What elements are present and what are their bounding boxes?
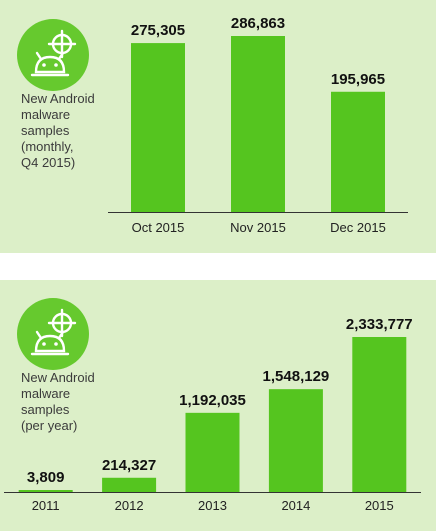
x-tick-label: Nov 2015 (230, 220, 286, 235)
value-label: 1,548,129 (263, 368, 330, 385)
label-line: (monthly, (21, 139, 74, 154)
malware-badge (17, 19, 89, 91)
label-line: samples (21, 123, 70, 138)
yearly-chart-label: New Android malware samples (per year) (21, 370, 121, 434)
label-line: New Android (21, 91, 95, 106)
label-line: New Android (21, 370, 95, 385)
label-line: samples (21, 402, 70, 417)
x-tick-label: 2012 (115, 498, 144, 513)
android-bug-target-icon (30, 29, 77, 77)
bar-Nov 2015 (231, 36, 285, 212)
label-line: Q4 2015) (21, 155, 76, 170)
x-tick-label: 2014 (281, 498, 310, 513)
x-tick-label: 2013 (198, 498, 227, 513)
bar-2013 (185, 412, 240, 492)
bar-2012 (102, 477, 157, 492)
bar-2014 (268, 389, 323, 492)
bar-2011 (18, 490, 73, 492)
value-label: 275,305 (131, 22, 185, 39)
bar-Dec 2015 (331, 91, 385, 212)
label-line: malware (21, 386, 71, 401)
label-line: (per year) (21, 418, 78, 433)
value-label: 214,327 (102, 457, 156, 474)
monthly-bar-chart: 275,305 Oct 2015 286,863 Nov 2015 195,965 Dec… (108, 15, 408, 235)
malware-badge (17, 298, 89, 370)
x-tick-label: Dec 2015 (330, 220, 386, 235)
x-tick-label: 2011 (32, 498, 60, 513)
bar-2015 (352, 337, 407, 492)
value-label: 2,333,777 (346, 316, 413, 333)
x-tick-label: 2015 (365, 498, 394, 513)
android-bug-target-icon (30, 308, 77, 356)
value-label: 1,192,035 (179, 392, 246, 409)
yearly-bar-chart: 3,809 2011 214,327 2012 1,192,035 2013 1,548,1… (4, 316, 421, 513)
value-label: 195,965 (331, 71, 385, 88)
monthly-chart-panel: New Android malware samples (monthly, Q4… (0, 0, 436, 253)
value-label: 3,809 (27, 469, 65, 486)
yearly-chart-panel: New Android malware samples (per year) 3… (0, 280, 436, 531)
label-line: malware (21, 107, 71, 122)
value-label: 286,863 (231, 15, 285, 32)
bar-Oct 2015 (131, 43, 185, 212)
monthly-chart-label: New Android malware samples (monthly, Q4… (21, 91, 121, 171)
x-tick-label: Oct 2015 (132, 220, 185, 235)
